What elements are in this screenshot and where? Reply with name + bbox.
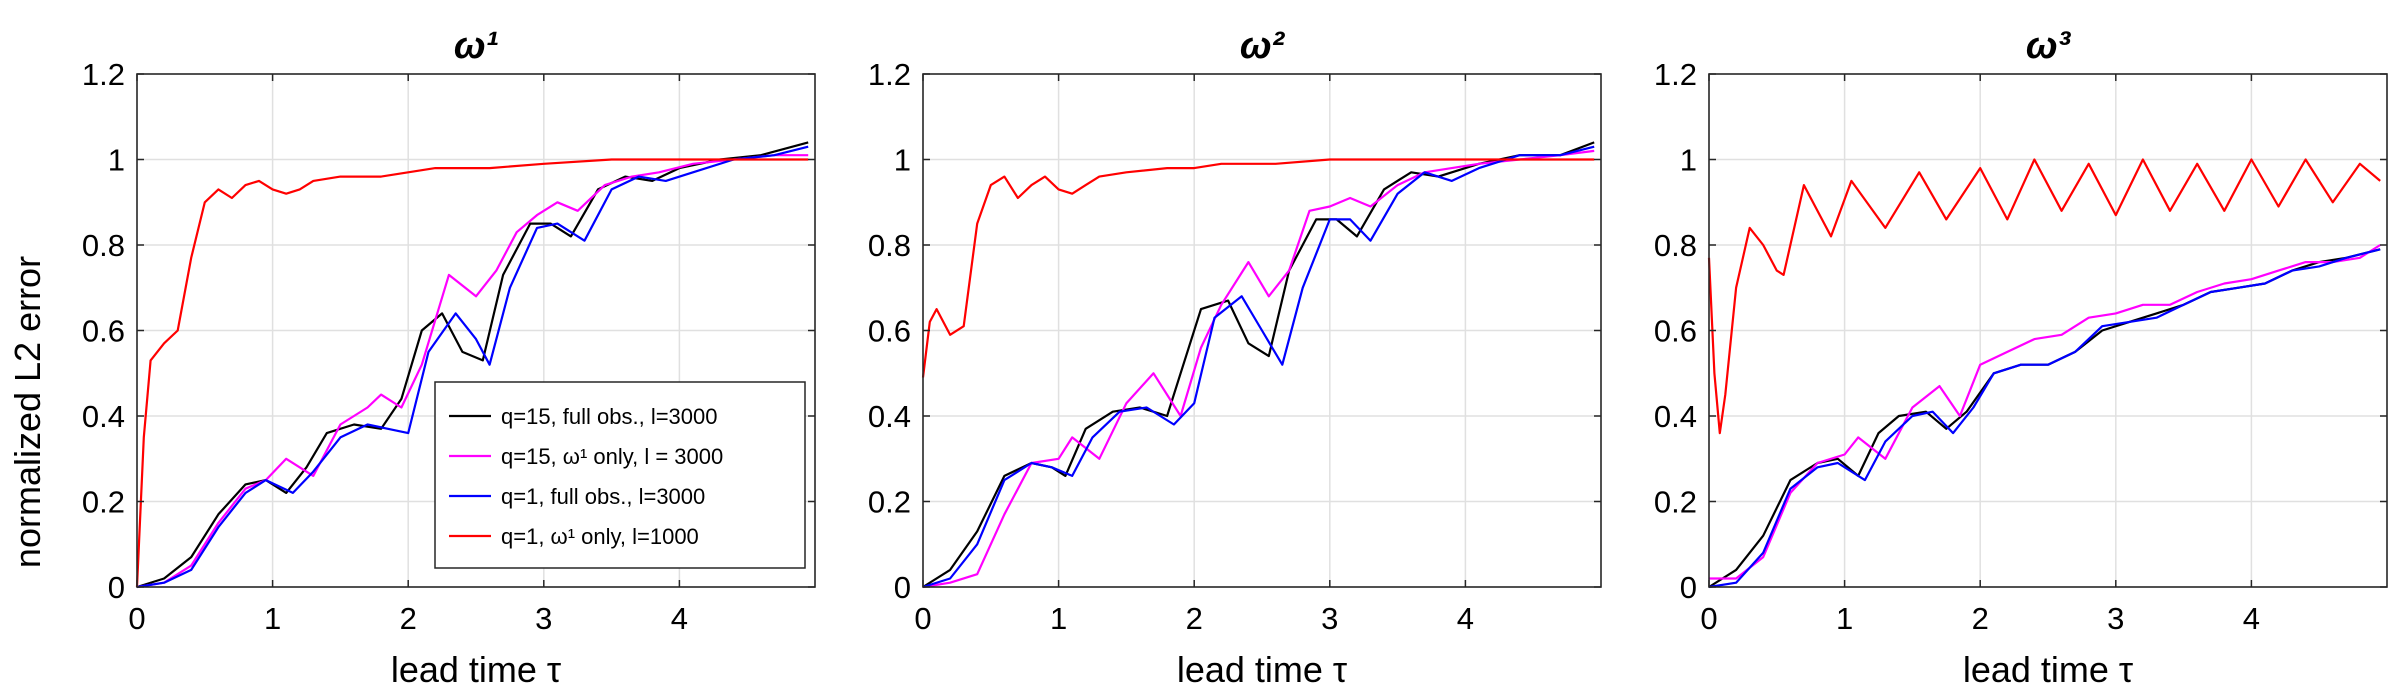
- series-line-1: [922, 141, 1595, 588]
- legend-entry-label: q=15, full obs., l=3000: [501, 404, 718, 429]
- chart-panel-2: 0 1 2 3 4 0 0.2 0.4 0.6 0.8 1 1.2 ω² lead time τ: [868, 25, 1602, 690]
- y-tick-label: 1.2: [82, 57, 125, 92]
- legend: q=15, full obs., l=3000 q=15, ω¹ only, l …: [434, 381, 806, 569]
- y-tick-label: 0.2: [868, 485, 911, 520]
- y-tick-label: 0.8: [868, 228, 911, 263]
- x-axis-label: lead time τ: [1177, 649, 1347, 690]
- y-axis-label: normalized L2 error: [7, 256, 48, 568]
- x-tick-label: 3: [1321, 601, 1338, 636]
- series-line-1: [136, 141, 809, 589]
- x-tick-label: 1: [1836, 601, 1853, 636]
- y-tick-label: 0.8: [1654, 228, 1697, 263]
- chart-panel-3: 0 1 2 3 4 0 0.2 0.4 0.6 0.8 1 1.2 ω³ lead time τ: [1654, 25, 2388, 690]
- y-tick-label: 1: [1680, 143, 1697, 178]
- y-tick-label: 1.2: [1654, 57, 1697, 92]
- series-line-3: [1708, 248, 2381, 589]
- x-tick-label: 2: [1972, 601, 1989, 636]
- panel-title: ω³: [2026, 25, 2072, 67]
- y-tick-label: 0.4: [1654, 399, 1697, 434]
- chart-panel-1: 0 1 2 3 4 0 0.2 0.4 0.6 0.8 1 1.2 ω¹ lead time τ q=15,…: [82, 25, 816, 690]
- y-tick-label: 0.4: [868, 399, 911, 434]
- panel-title: ω¹: [454, 25, 499, 67]
- series-line-4: [921, 158, 1595, 378]
- x-tick-label: 4: [2243, 601, 2260, 636]
- x-tick-label: 3: [535, 601, 552, 636]
- x-tick-label: 4: [671, 601, 688, 636]
- x-tick-label: 1: [1050, 601, 1067, 636]
- y-tick-label: 0.4: [82, 399, 125, 434]
- y-tick-label: 0.8: [82, 228, 125, 263]
- series-line-4: [135, 158, 809, 588]
- series-line-4: [1707, 158, 2381, 435]
- series-line-2: [136, 154, 809, 589]
- x-tick-label: 3: [2107, 601, 2124, 636]
- legend-box: [434, 381, 806, 569]
- panel-title: ω²: [1240, 25, 1286, 67]
- x-tick-label: 2: [400, 601, 417, 636]
- y-tick-label: 1: [108, 143, 125, 178]
- series-line-2: [922, 149, 1595, 589]
- x-axis-label: lead time τ: [391, 649, 561, 690]
- x-tick-label: 4: [1457, 601, 1474, 636]
- y-tick-label: 0: [894, 570, 911, 605]
- y-tick-label: 0: [108, 570, 125, 605]
- y-tick-label: 0.6: [1654, 314, 1697, 349]
- legend-entry-label: q=1, ω¹ only, l=1000: [501, 524, 699, 549]
- y-tick-label: 0.2: [1654, 485, 1697, 520]
- x-tick-label: 1: [264, 601, 281, 636]
- y-tick-label: 0.2: [82, 485, 125, 520]
- legend-entry-label: q=15, ω¹ only, l = 3000: [501, 444, 723, 469]
- series-line-3: [136, 145, 809, 589]
- series-line-1: [1708, 248, 2381, 588]
- x-tick-label: 0: [914, 601, 931, 636]
- x-tick-label: 2: [1186, 601, 1203, 636]
- series-line-3: [922, 145, 1595, 589]
- legend-entry-label: q=1, full obs., l=3000: [501, 484, 705, 509]
- y-tick-label: 1: [894, 143, 911, 178]
- series-line-2: [1709, 244, 2381, 580]
- x-tick-label: 0: [128, 601, 145, 636]
- y-tick-label: 0: [1680, 570, 1697, 605]
- y-tick-label: 1.2: [868, 57, 911, 92]
- y-tick-label: 0.6: [868, 314, 911, 349]
- x-axis-label: lead time τ: [1963, 649, 2133, 690]
- x-tick-label: 0: [1700, 601, 1717, 636]
- y-tick-label: 0.6: [82, 314, 125, 349]
